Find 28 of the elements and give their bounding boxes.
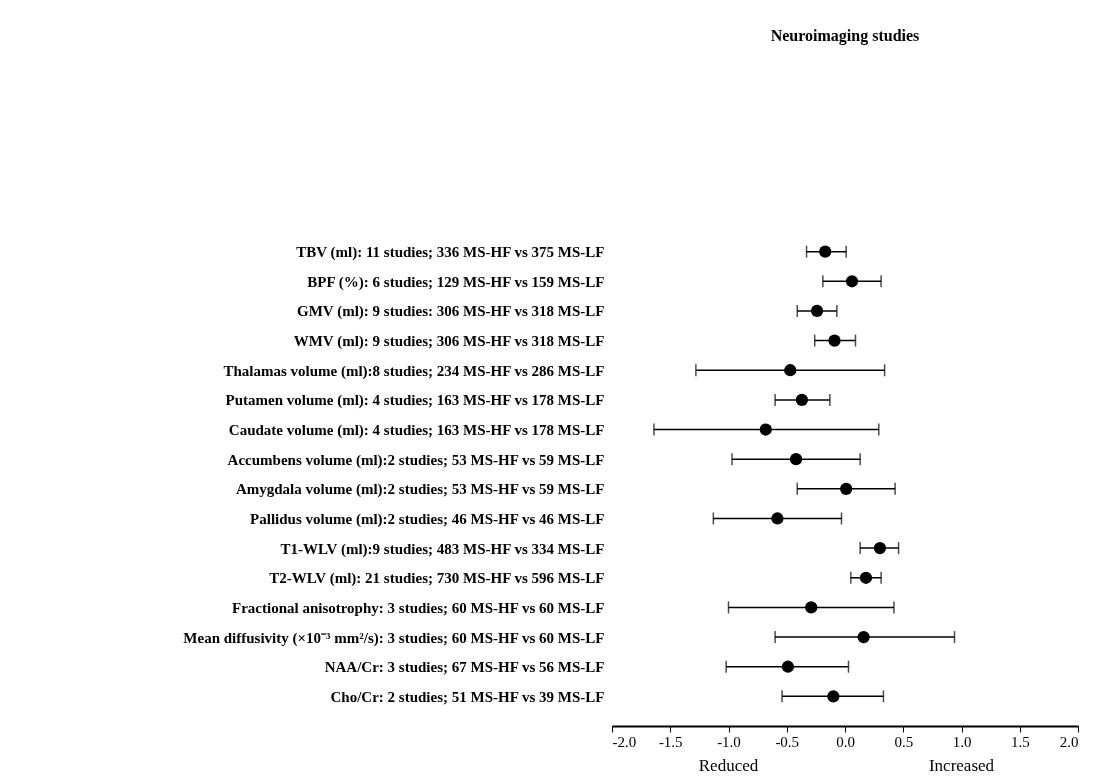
y-tick-label: Cho/Cr: 2 studies; 51 MS-HF vs 39 MS-LF — [330, 688, 605, 705]
y-tick-label: Accumbens volume (ml):2 studies; 53 MS-HF vs 59 MS-LF — [227, 451, 605, 469]
y-tick-label: NAA/Cr: 3 studies; 67 MS-HF vs 56 MS-LF — [324, 659, 605, 676]
y-tick-label: T2-WLV (ml): 21 studies; 730 MS-HF vs 596 MS-LF — [269, 570, 605, 588]
y-tick-label: WMV (ml): 9 studies; 306 MS-HF vs 318 MS-LF — [293, 333, 605, 351]
x-tick-label: -2.0 — [612, 733, 637, 750]
y-tick-label: Thalamas volume (ml):8 studies; 234 MS-HF vs 286 MS-LF — [223, 362, 605, 380]
y-tick-label: GMV (ml): 9 studies: 306 MS-HF vs 318 MS-LF — [297, 303, 605, 321]
y-tick-label: Pallidus volume (ml):2 studies; 46 MS-HF vs 46 MS-LF — [250, 510, 605, 528]
x-tick-label: 0.0 — [836, 733, 855, 750]
y-tick-label: Putamen volume (ml): 4 studies; 163 MS-HF vs 178 MS-LF — [225, 392, 605, 410]
text: Reduced — [698, 756, 759, 775]
y-tick-label: TBV (ml): 11 studies; 336 MS-HF vs 375 MS-LF — [296, 244, 605, 262]
x-tick-label: -1.5 — [658, 733, 683, 750]
x-tick-label: -1.0 — [717, 733, 741, 750]
y-tick-label: Fractional anisotrophy: 3 studies; 60 MS-HF vs 60 MS-LF — [231, 599, 605, 616]
x-tick-label: 0.5 — [894, 733, 914, 750]
x-tick-label: 1.0 — [952, 733, 972, 750]
text: Increased — [928, 756, 995, 775]
x-tick-label: -0.5 — [775, 733, 800, 750]
y-tick-label: T1-WLV (ml):9 studies; 483 MS-HF vs 334 MS-LF — [280, 540, 605, 558]
y-tick-label: BPF (%): 6 studies; 129 MS-HF vs 159 MS-LF — [307, 273, 605, 291]
y-tick-label: Mean diffusivity (×10⁻³ mm²/s): 3 studies; 60 MS-HF vs 60 MS-LF — [183, 629, 605, 647]
chart-title: Neuroimaging studies — [770, 27, 920, 45]
x-tick-label: 2.0 — [1059, 733, 1079, 750]
y-tick-label: Caudate volume (ml): 4 studies; 163 MS-HF vs 178 MS-LF — [228, 422, 605, 440]
y-tick-label: Amygdala volume (ml):2 studies; 53 MS-HF vs 59 MS-LF — [235, 481, 605, 499]
x-tick-label: 1.5 — [1010, 733, 1030, 750]
